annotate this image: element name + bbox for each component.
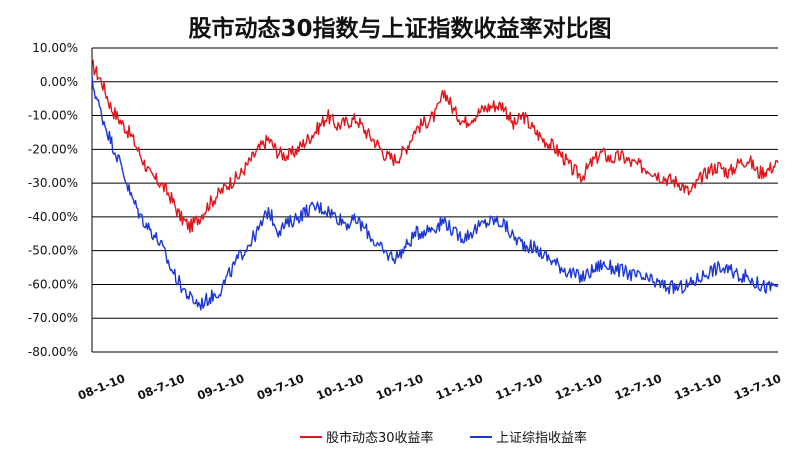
y-axis-ticks: 10.00% 0.00% -10.00% -20.00% -30.00% -40.00% -… — [28, 41, 78, 359]
x-tick-label: 11-7-10 — [493, 371, 544, 403]
x-tick-label: 13-7-10 — [732, 371, 783, 403]
x-tick-label: 11-1-10 — [434, 371, 485, 403]
x-tick-label: 09-7-10 — [255, 371, 306, 403]
y-tick-label: -70.00% — [28, 311, 78, 325]
x-tick-label: 10-1-10 — [314, 371, 365, 403]
series-line-dynamic30 — [91, 58, 779, 234]
x-tick-label: 12-7-10 — [613, 371, 664, 403]
y-tick-label: -60.00% — [28, 277, 78, 291]
x-axis-ticks: 08-1-10 08-7-10 09-1-10 09-7-10 10-1-10 10-7-… — [76, 371, 783, 403]
legend-label: 股市动态30收益率 — [326, 430, 434, 446]
y-tick-label: 0.00% — [40, 75, 78, 89]
series-line-shanghai — [91, 75, 779, 311]
y-tick-label: -30.00% — [28, 176, 78, 190]
x-tick-label: 08-7-10 — [136, 371, 187, 403]
x-tick-label: 09-1-10 — [195, 371, 246, 403]
x-tick-label: 10-7-10 — [374, 371, 425, 403]
legend-label: 上证综指收益率 — [496, 430, 587, 446]
y-tick-label: 10.00% — [32, 41, 78, 55]
x-tick-label: 13-1-10 — [672, 371, 723, 403]
y-tick-label: -40.00% — [28, 210, 78, 224]
grid-lines — [91, 47, 778, 353]
series-layer — [91, 58, 779, 311]
y-tick-label: -10.00% — [28, 109, 78, 123]
legend: 股市动态30收益率 上证综指收益率 — [300, 430, 587, 446]
y-tick-label: -80.00% — [28, 345, 78, 359]
y-tick-label: -50.00% — [28, 244, 78, 258]
x-tick-label: 08-1-10 — [76, 371, 127, 403]
y-tick-label: -20.00% — [28, 142, 78, 156]
x-tick-label: 12-1-10 — [553, 371, 604, 403]
chart-title: 股市动态30指数与上证指数收益率对比图 — [188, 15, 611, 42]
